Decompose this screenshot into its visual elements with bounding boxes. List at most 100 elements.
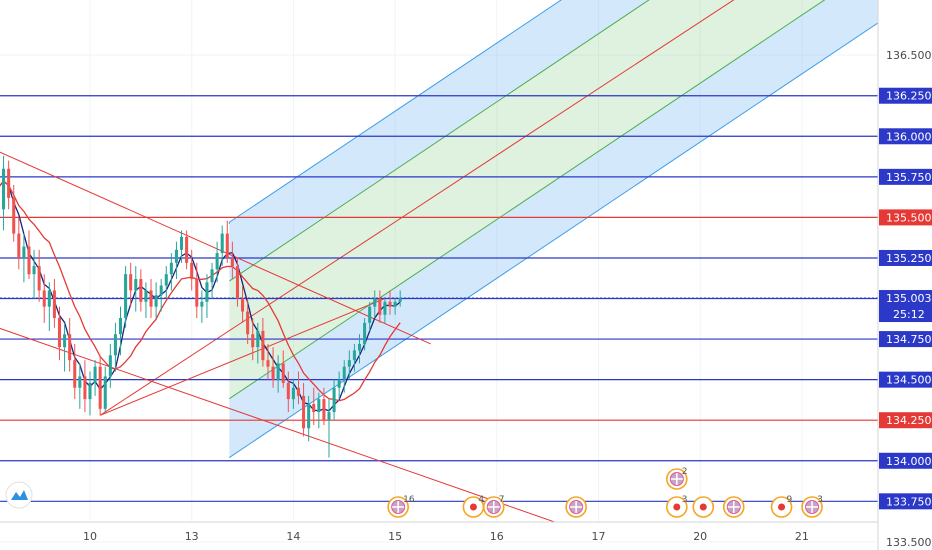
level-price-label: 134.500 <box>886 374 932 387</box>
time-tick-label: 21 <box>795 530 809 543</box>
pitchfork-lower-outer-zone <box>229 0 878 458</box>
candle-body <box>220 233 224 254</box>
flag-event-icon[interactable]: 3 <box>801 495 823 518</box>
candle-body <box>215 253 219 270</box>
economic-event-icon[interactable]: 9 <box>770 495 793 518</box>
flag-event-icon[interactable]: 2 <box>666 467 688 490</box>
dot-icon <box>469 503 477 511</box>
tradingview-logo[interactable] <box>5 481 33 509</box>
candle-body <box>154 295 158 307</box>
candle-body <box>164 274 168 286</box>
candle-body <box>47 290 51 307</box>
candle-body <box>357 343 362 351</box>
candle-body <box>180 236 184 250</box>
candle-body <box>276 363 280 380</box>
level-price-label: 134.250 <box>886 414 932 427</box>
logo-mountain-icon <box>11 490 28 500</box>
candle-body <box>27 246 31 275</box>
event-count: 4 <box>478 495 484 505</box>
trend-line-support[interactable] <box>99 298 386 416</box>
level-price-label: 134.750 <box>886 333 932 346</box>
candle-body <box>42 290 46 307</box>
candle-body <box>124 274 128 318</box>
trend-lines[interactable] <box>0 149 621 545</box>
event-count: 7 <box>499 495 505 505</box>
pitchfork-upper-mid-line[interactable] <box>229 0 878 282</box>
candle-body <box>261 330 265 361</box>
candle-body <box>388 301 392 307</box>
candle-body <box>332 387 336 413</box>
candle-body <box>373 298 377 307</box>
price-axis[interactable]: 136.500 133.500 136.250 136.000 135.750 135.5… <box>879 49 932 549</box>
candle-body <box>383 301 387 315</box>
candle-body <box>312 403 316 413</box>
economic-event-icon[interactable]: 3 <box>666 495 688 518</box>
time-tick-label: 20 <box>693 530 707 543</box>
horizontal-levels[interactable] <box>0 95 878 502</box>
candle-body <box>32 266 36 275</box>
level-price-badge <box>879 371 932 388</box>
candle-body <box>398 298 402 302</box>
level-price-label: 133.750 <box>886 495 932 508</box>
candle-body <box>22 246 26 258</box>
candle-body <box>129 274 133 291</box>
event-markers[interactable]: 16 4 7 2 3 9 3 <box>387 467 823 518</box>
candle-body <box>93 366 97 383</box>
economic-event-icon[interactable]: 4 <box>462 495 484 518</box>
pitchfork-lower-mid-line[interactable] <box>229 0 878 400</box>
price-tick-label: 136.500 <box>886 49 932 62</box>
time-tick-label: 15 <box>388 530 402 543</box>
pitchfork-upper-line[interactable] <box>229 0 878 223</box>
current-price-label: 135.003 <box>886 292 932 305</box>
time-tick-label: 17 <box>592 530 606 543</box>
candle-body <box>7 168 11 198</box>
candle-body <box>37 266 41 291</box>
time-tick-label: 14 <box>286 530 300 543</box>
event-count: 16 <box>403 495 415 505</box>
level-price-badge <box>879 493 932 510</box>
candle-body <box>12 197 16 234</box>
candle-body <box>200 301 204 307</box>
candle-body <box>159 285 163 296</box>
candle-body <box>256 330 260 348</box>
pitchfork-median-line[interactable] <box>99 0 878 416</box>
candle-body <box>296 387 301 396</box>
candle-body <box>68 334 72 361</box>
candle-body <box>342 366 346 380</box>
flag-event-icon[interactable] <box>565 496 587 518</box>
candle-body <box>327 412 331 421</box>
candle-body <box>174 249 178 263</box>
time-axis[interactable]: 10 13 14 15 16 17 20 21 <box>83 530 809 543</box>
trend-line-upper[interactable] <box>0 149 431 345</box>
current-price-badge <box>879 290 932 323</box>
level-price-badge <box>879 168 932 185</box>
candle-body <box>73 360 77 388</box>
candle-body <box>83 376 87 400</box>
event-count: 2 <box>682 467 688 477</box>
candle-body <box>63 334 67 348</box>
candle-body <box>57 317 62 348</box>
candle-body <box>195 279 199 307</box>
flag-event-icon[interactable]: 7 <box>482 495 505 518</box>
flag-event-icon[interactable] <box>722 496 745 518</box>
level-price-label: 136.250 <box>886 90 932 103</box>
candle-body <box>225 233 229 258</box>
candle-body <box>144 290 148 302</box>
level-price-label: 135.750 <box>886 171 932 184</box>
candle-body <box>205 282 209 302</box>
candle-body <box>149 290 153 307</box>
trend-line-lower[interactable] <box>0 326 621 545</box>
candle-body <box>378 298 382 315</box>
dot-icon <box>699 503 707 511</box>
candle-body <box>169 262 173 275</box>
candle-body <box>251 334 255 348</box>
flag-event-icon[interactable]: 16 <box>387 495 415 518</box>
candle-body <box>103 376 107 409</box>
level-price-badge <box>879 128 932 145</box>
countdown-label: 25:12 <box>893 308 925 321</box>
candle-body <box>363 322 367 344</box>
candle-body <box>281 363 285 383</box>
economic-event-icon[interactable] <box>692 496 715 518</box>
